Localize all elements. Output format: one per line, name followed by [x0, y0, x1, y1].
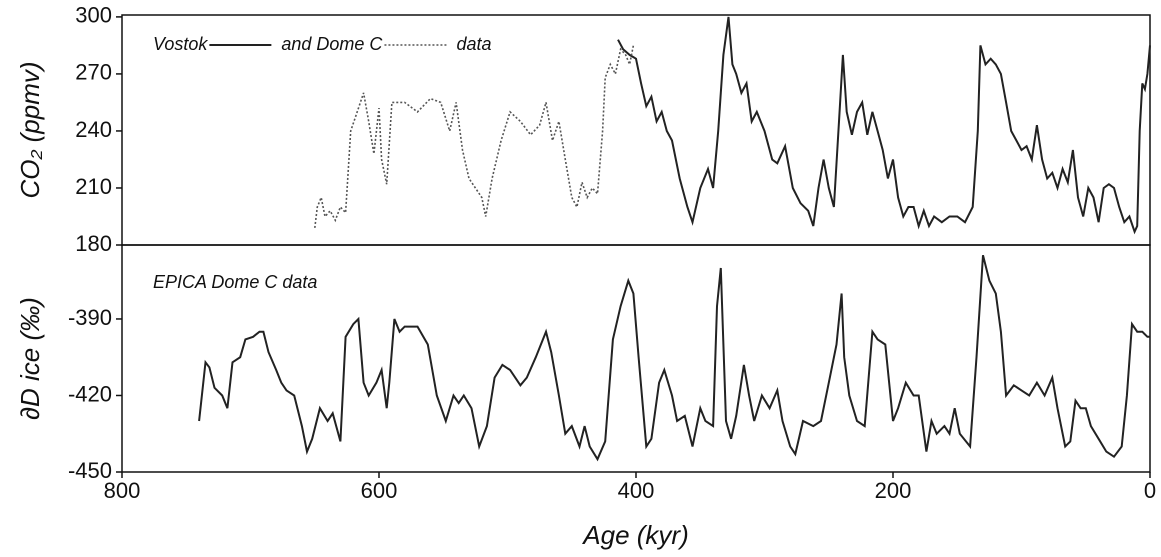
x-tick-label: 800 — [104, 478, 141, 503]
annotation: EPICA Dome C data — [153, 272, 317, 292]
y-tick-label: 300 — [75, 3, 112, 28]
data-line — [198, 254, 1150, 462]
x-tick-label: 0 — [1144, 478, 1156, 503]
y-tick-label: 240 — [75, 117, 112, 142]
y-axis-title: CO₂ (ppmv) — [15, 61, 45, 198]
x-tick-label: 600 — [361, 478, 398, 503]
y-tick-label: 180 — [75, 231, 112, 256]
y-tick-label: -390 — [68, 305, 112, 330]
y-tick-label: -420 — [68, 381, 112, 406]
x-tick-label: 400 — [618, 478, 655, 503]
legend-label: data — [456, 34, 491, 54]
data-line — [314, 45, 635, 228]
y-tick-label: 270 — [75, 60, 112, 85]
y-tick-label: 210 — [75, 174, 112, 199]
legend-label: Vostok — [153, 34, 208, 54]
legend-label: and Dome C — [281, 34, 383, 54]
x-tick-label: 200 — [875, 478, 912, 503]
y-tick-label: -450 — [68, 458, 112, 483]
data-line — [617, 16, 1151, 235]
plot-frame — [121, 14, 1151, 246]
x-axis-title: Age (kyr) — [581, 520, 688, 550]
y-axis-title: ∂D ice (‰) — [15, 297, 45, 420]
